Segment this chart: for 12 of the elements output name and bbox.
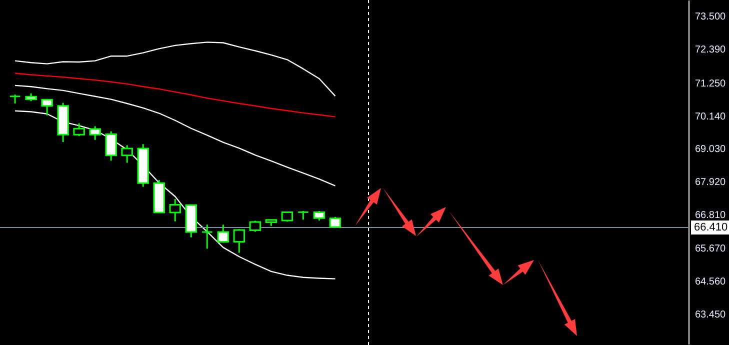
y-tick-label: 71.250 bbox=[695, 78, 726, 90]
y-tick-label: 69.030 bbox=[695, 144, 726, 156]
y-tick-label: 65.670 bbox=[695, 244, 726, 255]
y-tick-label: 64.560 bbox=[695, 276, 726, 288]
y-tick-label: 72.390 bbox=[695, 44, 726, 56]
y-tick-label: 67.920 bbox=[695, 177, 726, 188]
candlestick bbox=[201, 224, 214, 250]
y-tick-label: 63.450 bbox=[695, 309, 726, 320]
y-tick-label: 73.500 bbox=[695, 12, 726, 23]
y-tick-label: 66.810 bbox=[695, 210, 726, 221]
y-tick-label: 70.140 bbox=[695, 111, 726, 122]
ref-line-label: 66.410 bbox=[694, 222, 728, 234]
